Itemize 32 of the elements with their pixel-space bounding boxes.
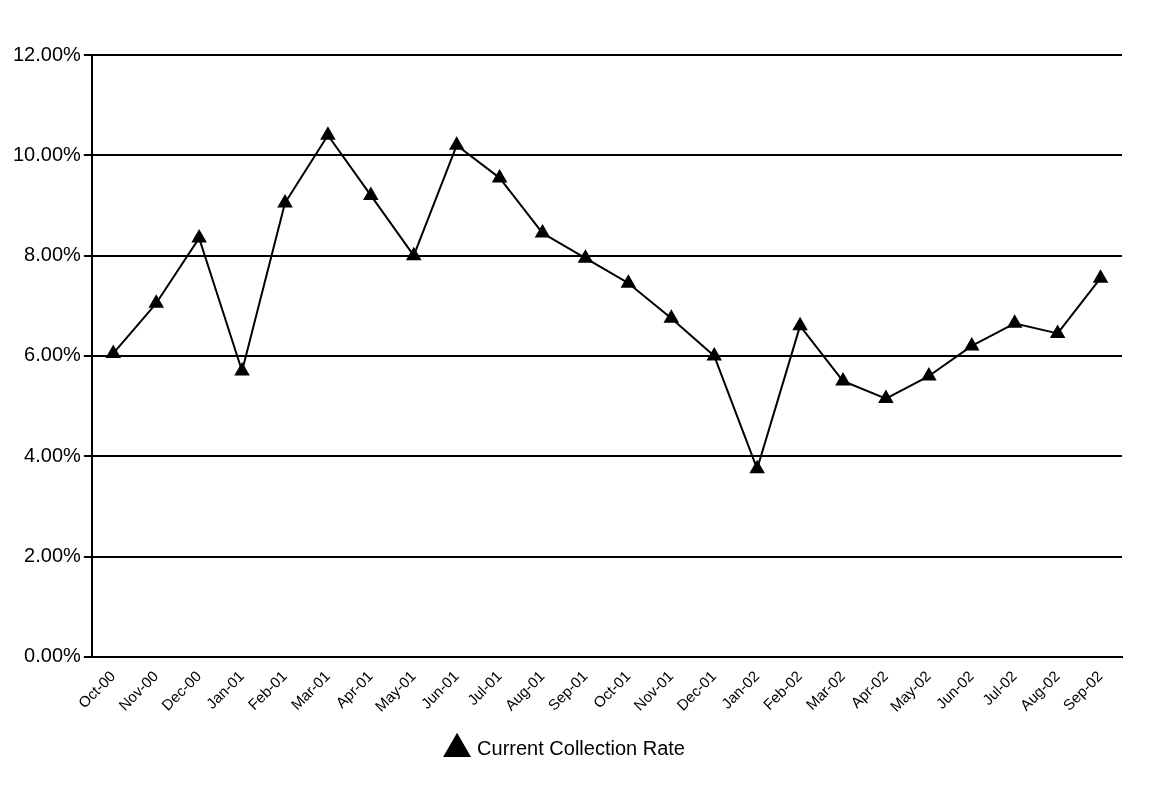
point bbox=[707, 347, 722, 361]
y-tick-label: 12.00% bbox=[12, 42, 82, 65]
point bbox=[1050, 325, 1065, 338]
y-tick-label: 0.00% bbox=[24, 644, 82, 667]
point bbox=[921, 368, 936, 381]
y-tick-label: 2.00% bbox=[24, 544, 82, 567]
point bbox=[793, 317, 808, 331]
point bbox=[535, 225, 550, 238]
point bbox=[449, 137, 464, 150]
point bbox=[492, 169, 507, 183]
point bbox=[1093, 270, 1108, 283]
point bbox=[878, 390, 893, 404]
legend-label: Current Collection Rate bbox=[477, 736, 685, 759]
point bbox=[363, 187, 378, 200]
y-tick-label: 4.00% bbox=[24, 443, 82, 466]
point bbox=[835, 373, 851, 386]
point bbox=[664, 310, 679, 323]
y-tick-label: 10.00% bbox=[12, 142, 82, 165]
point bbox=[320, 127, 335, 140]
y-tick-label: 8.00% bbox=[24, 243, 82, 266]
point bbox=[192, 230, 207, 243]
point bbox=[149, 295, 164, 308]
point bbox=[578, 250, 593, 263]
point bbox=[406, 247, 421, 261]
point bbox=[750, 460, 765, 474]
y-tick-label: 6.00% bbox=[24, 343, 82, 366]
point bbox=[106, 345, 121, 358]
point bbox=[1007, 315, 1022, 328]
point bbox=[277, 194, 293, 208]
point bbox=[621, 275, 636, 288]
point bbox=[964, 337, 979, 351]
point bbox=[235, 363, 250, 376]
